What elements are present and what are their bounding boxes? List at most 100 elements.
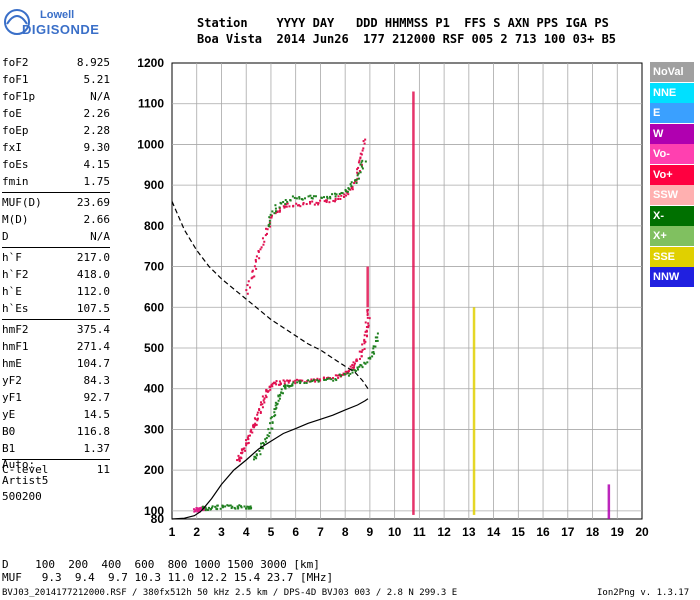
- echo-point: [317, 202, 320, 205]
- legend-item-x-: X-: [650, 205, 694, 226]
- echo-point: [303, 382, 306, 385]
- echo-point: [344, 370, 347, 373]
- echo-point: [262, 399, 265, 402]
- echo-point: [247, 280, 250, 283]
- param-name: foEp: [2, 124, 29, 137]
- echo-point: [262, 441, 265, 444]
- x-tick-label: 17: [561, 525, 575, 539]
- echo-point: [340, 374, 343, 377]
- echo-point: [347, 370, 350, 373]
- header-values: Boa Vista 2014 Jun26 177 212000 RSF 005 …: [197, 32, 617, 46]
- echo-point: [196, 507, 199, 510]
- x-tick-label: 7: [317, 525, 324, 539]
- echo-point: [347, 374, 350, 377]
- echo-point: [278, 380, 281, 383]
- echo-point: [247, 434, 250, 437]
- echo-point: [265, 227, 268, 230]
- echo-point: [256, 417, 259, 420]
- echo-point: [292, 205, 295, 208]
- echo-point: [269, 225, 272, 228]
- echo-point: [358, 365, 361, 368]
- echo-point: [277, 383, 280, 386]
- echo-point: [298, 196, 301, 199]
- echo-point: [324, 378, 327, 381]
- echo-point: [264, 438, 267, 441]
- echo-point: [268, 221, 271, 224]
- echo-point: [328, 377, 331, 380]
- echo-point: [366, 361, 369, 364]
- echo-point: [367, 322, 370, 325]
- param-row: yF2 84.3: [2, 372, 110, 389]
- echo-point: [251, 270, 254, 273]
- echo-point: [325, 199, 328, 202]
- param-value: 1.75: [83, 175, 111, 188]
- x-tick-label: 3: [218, 525, 225, 539]
- echo-point: [280, 391, 283, 394]
- param-row: B0 116.8: [2, 423, 110, 440]
- echo-point: [360, 364, 363, 367]
- echo-point: [286, 200, 289, 203]
- echo-point: [296, 204, 299, 207]
- legend-item-w: W: [650, 123, 694, 144]
- echo-point: [238, 459, 241, 462]
- muf-distance-line: D 100 200 400 600 800 1000 1500 3000 [km…: [2, 558, 320, 571]
- echo-point: [298, 380, 301, 383]
- param-value: 5.21: [83, 73, 111, 86]
- echo-point: [363, 342, 366, 345]
- echo-point: [248, 506, 251, 509]
- echo-point: [286, 202, 289, 205]
- echo-point: [227, 504, 230, 507]
- echo-point: [271, 427, 274, 430]
- echo-point: [282, 379, 285, 382]
- param-value: 2.66: [83, 213, 111, 226]
- echo-point: [278, 206, 281, 209]
- profile-curves: [171, 201, 369, 520]
- echo-point: [249, 286, 252, 289]
- echo-point: [267, 428, 270, 431]
- echo-point: [256, 419, 259, 422]
- x-tick-label: 15: [512, 525, 526, 539]
- echo-point: [199, 507, 202, 510]
- param-row: h`Es 107.5: [2, 300, 110, 317]
- echo-point: [305, 381, 308, 384]
- echo-point: [366, 312, 369, 315]
- echo-point: [289, 199, 292, 202]
- echo-point: [274, 210, 277, 213]
- echo-point: [299, 379, 302, 382]
- param-value: 84.3: [83, 374, 111, 387]
- echo-point: [362, 147, 365, 150]
- echo-point: [359, 157, 362, 160]
- echo-point: [291, 195, 294, 198]
- echo-point: [334, 378, 337, 381]
- echo-point: [333, 192, 336, 195]
- x-tick-label: 19: [611, 525, 625, 539]
- param-value: 112.0: [76, 285, 110, 298]
- echo-point: [337, 198, 340, 201]
- echo-traces: [192, 91, 611, 519]
- echo-point: [340, 194, 343, 197]
- echo-point: [279, 394, 282, 397]
- param-name: foF2: [2, 56, 29, 69]
- echo-point: [360, 161, 363, 164]
- echo-point: [263, 401, 266, 404]
- echo-point: [314, 195, 317, 198]
- echo-point: [375, 340, 378, 343]
- echo-point: [264, 440, 267, 443]
- echo-point: [276, 210, 279, 213]
- echo-point: [286, 384, 289, 387]
- echo-point: [266, 434, 269, 437]
- echo-point: [342, 195, 345, 198]
- echo-point: [260, 447, 263, 450]
- echo-point: [240, 505, 243, 508]
- echo-point: [264, 234, 267, 237]
- echo-point: [258, 449, 261, 452]
- echo-point: [352, 368, 355, 371]
- param-value: 107.5: [76, 302, 110, 315]
- echo-point: [210, 507, 213, 510]
- echo-point: [263, 240, 266, 243]
- echo-point: [366, 308, 369, 311]
- echo-point: [369, 357, 372, 360]
- echo-point: [363, 347, 366, 350]
- echo-point: [367, 324, 370, 327]
- echo-point: [255, 423, 258, 426]
